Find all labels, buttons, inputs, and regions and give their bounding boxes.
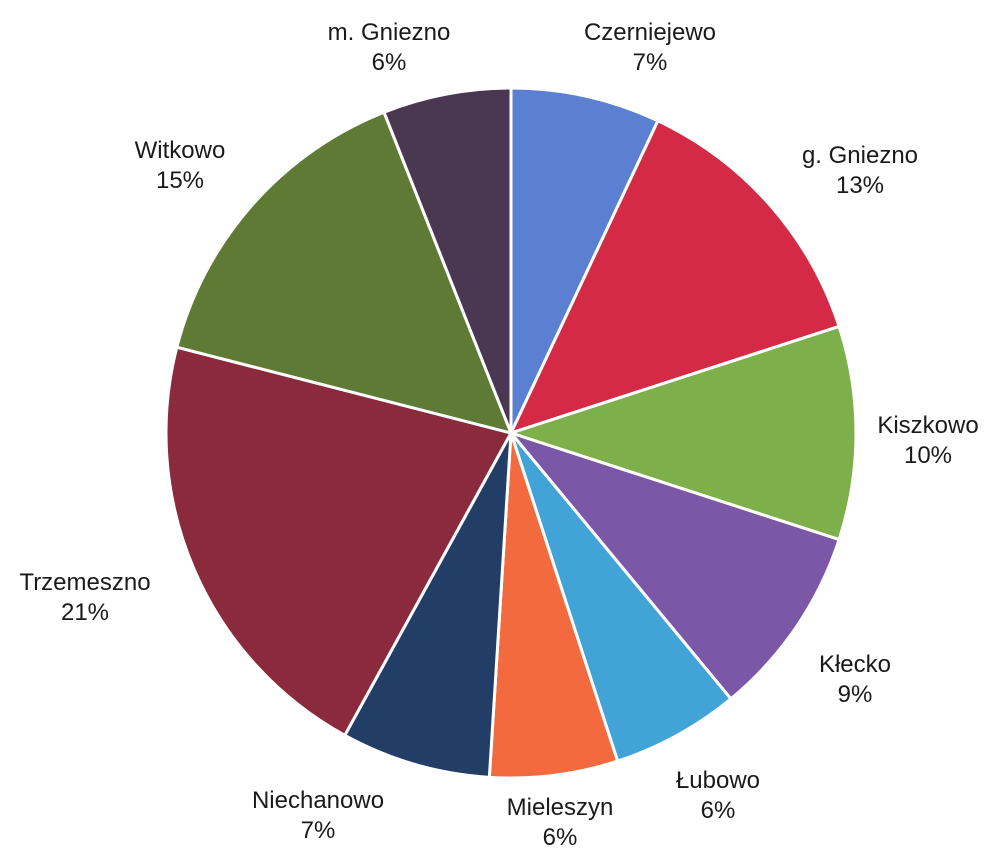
pie-slice-kiszkowo bbox=[509, 324, 858, 542]
slice-label: Niechanowo 7% bbox=[252, 787, 384, 844]
pie-slice-witkowo bbox=[175, 110, 513, 435]
slice-label: Mieleszyn 6% bbox=[507, 794, 614, 851]
pie-slice-mieleszyn bbox=[487, 431, 620, 780]
slice-label-name: Kłecko bbox=[819, 651, 891, 678]
pie-slice-trzemeszno bbox=[164, 345, 513, 737]
slice-label-name: Witkowo bbox=[135, 137, 226, 164]
slice-label-percent: 10% bbox=[904, 442, 952, 469]
slice-label-name: Kiszkowo bbox=[877, 412, 978, 439]
slice-label-name: g. Gniezno bbox=[802, 142, 918, 169]
pie-slice-g-gniezno bbox=[509, 119, 841, 435]
slice-label: m. Gniezno 6% bbox=[328, 19, 451, 76]
slice-label: Łubowo 6% bbox=[676, 767, 760, 824]
slice-label-percent: 7% bbox=[301, 817, 336, 844]
slice-label-percent: 6% bbox=[372, 49, 407, 76]
pie-slice-czerniejewo bbox=[509, 86, 660, 435]
pie-slice-kłecko bbox=[509, 431, 841, 701]
pie-slice-m-gniezno bbox=[382, 86, 513, 435]
slice-label-name: Łubowo bbox=[676, 767, 760, 794]
slice-label: Trzemeszno 21% bbox=[19, 569, 150, 626]
slice-label: Witkowo 15% bbox=[135, 137, 226, 194]
slice-label-percent: 6% bbox=[543, 824, 578, 851]
slice-label: Kłecko 9% bbox=[819, 651, 891, 708]
pie-slices bbox=[164, 86, 858, 780]
pie-slice-niechanowo bbox=[343, 431, 513, 779]
slice-labels: Czerniejewo 7% g. Gniezno 13% Kiszkowo 10% Kłe… bbox=[19, 19, 978, 851]
slice-label-name: m. Gniezno bbox=[328, 19, 451, 46]
slice-label-percent: 9% bbox=[838, 681, 873, 708]
slice-label-name: Czerniejewo bbox=[584, 19, 716, 46]
slice-label: Kiszkowo 10% bbox=[877, 412, 978, 469]
slice-label-percent: 7% bbox=[633, 49, 668, 76]
slice-label-name: Niechanowo bbox=[252, 787, 384, 814]
slice-label-percent: 13% bbox=[836, 172, 884, 199]
slice-label: Czerniejewo 7% bbox=[584, 19, 716, 76]
slice-label: g. Gniezno 13% bbox=[802, 142, 918, 199]
pie-slice-łubowo bbox=[509, 431, 733, 763]
slice-label-name: Mieleszyn bbox=[507, 794, 614, 821]
slice-label-percent: 15% bbox=[156, 167, 204, 194]
slice-label-percent: 21% bbox=[61, 599, 109, 626]
slice-label-name: Trzemeszno bbox=[19, 569, 150, 596]
slice-label-percent: 6% bbox=[701, 797, 736, 824]
